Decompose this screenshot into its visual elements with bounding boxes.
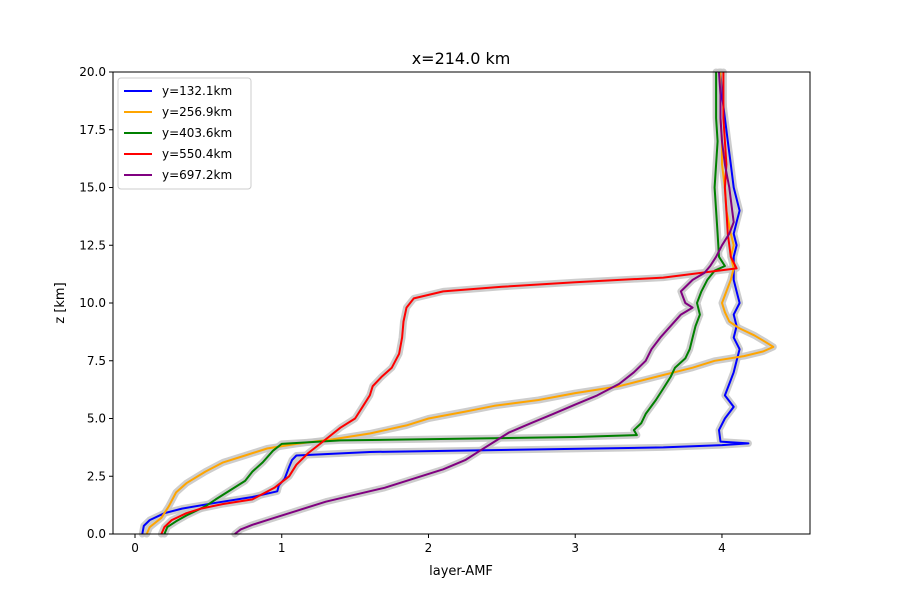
x-axis: 0 1 2 3 4: [131, 534, 726, 555]
legend-label: y=697.2km: [162, 168, 232, 182]
y-tick-label: 7.5: [87, 354, 106, 368]
legend-box: [117, 77, 252, 190]
legend-label: y=256.9km: [162, 105, 232, 119]
legend: y=132.1km y=256.9km y=403.6km y=550.4km y=69…: [117, 77, 252, 190]
series-line: [163, 72, 726, 535]
y-tick-label: 15.0: [79, 181, 106, 195]
y-axis: 0.0 2.5 5.0 7.5 10.0 12.5 15.0 17.5 20.0: [79, 65, 113, 541]
series-line: [234, 71, 735, 535]
y-tick-label: 5.0: [87, 412, 106, 426]
series-lines: [141, 71, 775, 535]
x-tick-label: 3: [571, 541, 579, 555]
series-line: [145, 72, 775, 535]
y-tick-label: 2.5: [87, 469, 106, 483]
legend-label: y=403.6km: [162, 126, 232, 140]
y-tick-label: 10.0: [79, 296, 106, 310]
y-tick-label: 12.5: [79, 238, 106, 252]
legend-label: y=132.1km: [162, 84, 232, 98]
x-tick-label: 2: [425, 541, 433, 555]
x-tick-label: 1: [278, 541, 286, 555]
series-line: [141, 71, 750, 535]
chart-title: x=214.0 km: [412, 49, 511, 68]
y-tick-label: 20.0: [79, 65, 106, 79]
legend-label: y=550.4km: [162, 147, 232, 161]
y-tick-label: 0.0: [87, 527, 106, 541]
x-axis-label: layer-AMF: [429, 564, 493, 579]
x-tick-label: 4: [718, 541, 726, 555]
y-tick-label: 17.5: [79, 123, 106, 137]
x-tick-label: 0: [131, 541, 139, 555]
series-line: [160, 72, 738, 535]
y-axis-label: z [km]: [53, 282, 68, 323]
